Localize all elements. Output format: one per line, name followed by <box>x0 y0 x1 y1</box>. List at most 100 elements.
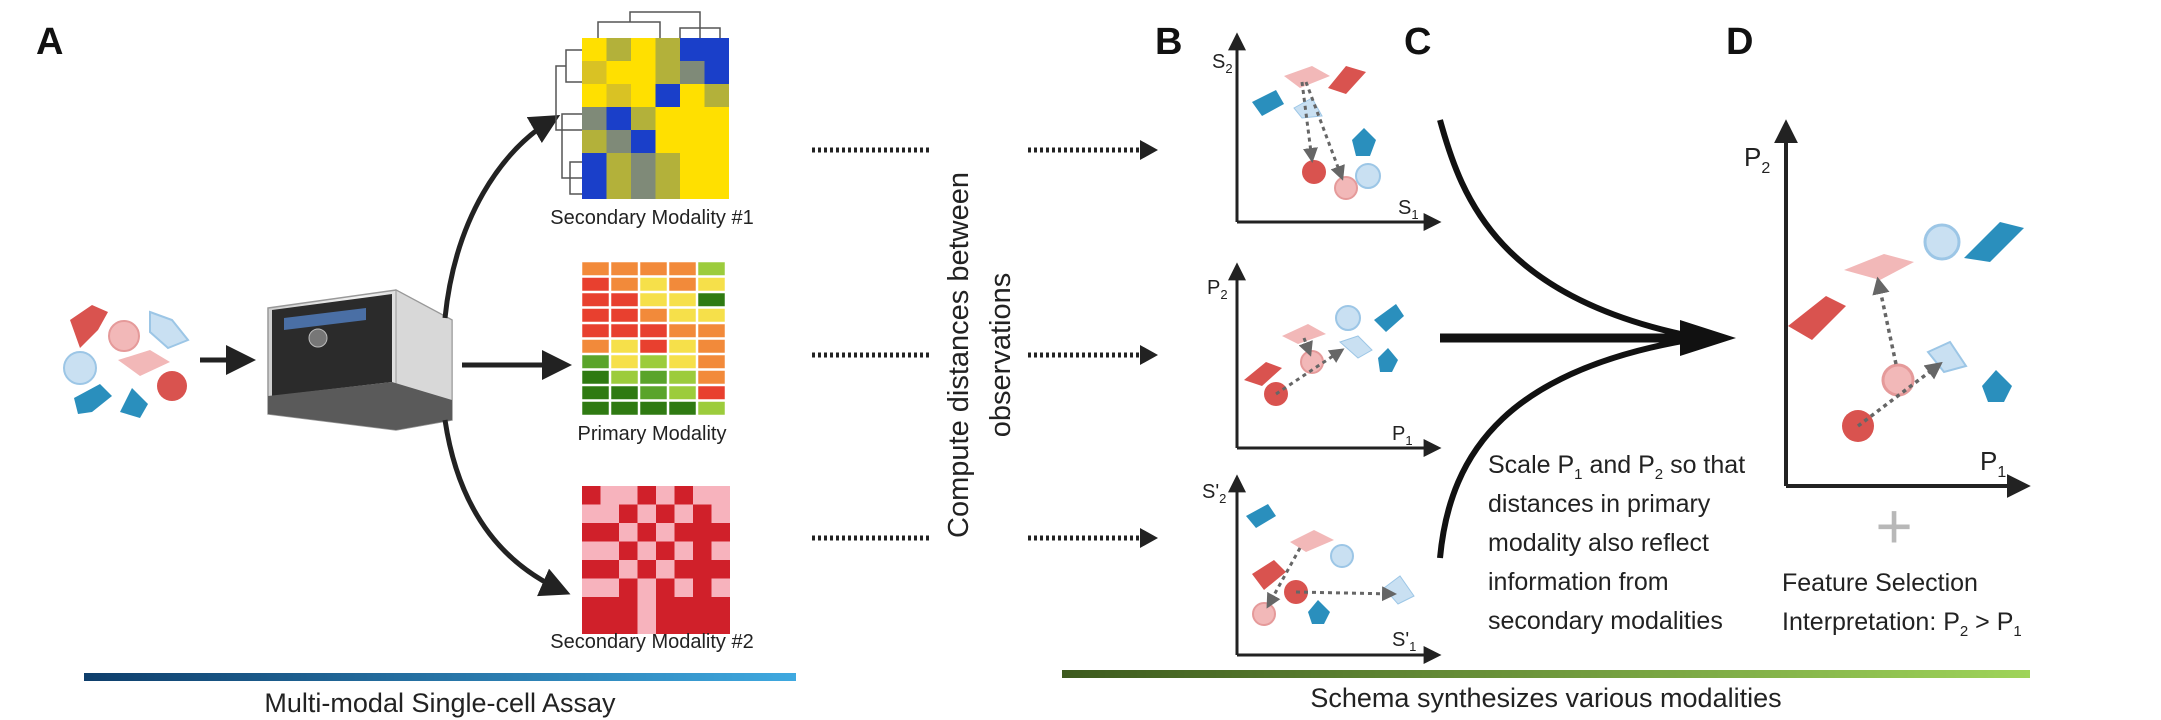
dotted-arrows-right <box>1028 140 1158 548</box>
heatmap-cell <box>711 523 730 542</box>
heatmap-cell <box>637 615 656 634</box>
pink-round-cell-icon <box>1334 176 1358 200</box>
heatmap-cell <box>600 486 619 505</box>
heatmap-cell <box>610 339 639 354</box>
heatmap-cell <box>655 176 680 199</box>
heatmap-cell <box>581 308 610 323</box>
heatmap-cell <box>581 339 610 354</box>
heatmap-cell <box>631 107 656 130</box>
heatmap-cell <box>582 560 601 579</box>
heatmap-cell <box>639 308 668 323</box>
input-cell-cluster <box>63 305 190 418</box>
heatmap-cell <box>668 292 697 307</box>
merge-arrow <box>1437 119 1736 559</box>
heatmap-cell <box>704 61 729 84</box>
heatmap-cell <box>600 504 619 523</box>
heatmap-cell <box>674 597 693 616</box>
heatmap-cell <box>610 308 639 323</box>
blue-cell-icon <box>74 384 112 414</box>
heatmap-cell <box>582 541 601 560</box>
heatmap-cell <box>581 370 610 385</box>
heatmap-cell <box>693 523 712 542</box>
heatmap-cell <box>619 523 638 542</box>
pink-spindle-cell-icon <box>118 350 170 376</box>
heatmap-cell <box>697 323 726 338</box>
heatmap-cell <box>600 615 619 634</box>
heatmap-cell <box>668 385 697 400</box>
compute-distances-text: Compute distances between observations <box>943 172 1017 538</box>
heatmap-cell <box>582 153 607 176</box>
heatmap-cell <box>606 84 631 107</box>
blue-triangle-cell-icon <box>1378 348 1398 372</box>
heatmap-cell <box>674 541 693 560</box>
pink-round-cell-icon <box>1881 363 1915 397</box>
heatmap-cell <box>693 578 712 597</box>
heatmap-cell <box>711 615 730 634</box>
s-prime-x-axis-label: S'1 <box>1392 629 1416 654</box>
blue-triangle-cell-icon <box>1982 370 2012 402</box>
secondary1-label: Secondary Modality #1 <box>550 207 753 229</box>
heatmap-cell <box>668 339 697 354</box>
heatmap-cell <box>639 292 668 307</box>
heatmap-cell <box>711 597 730 616</box>
heatmap-cell <box>655 61 680 84</box>
heatmap-cell <box>582 61 607 84</box>
panel-label-d: D <box>1726 21 1753 63</box>
heatmap-cell <box>674 615 693 634</box>
plot-p-space: P2 P1 <box>1207 262 1442 457</box>
light-blue-round-cell-icon <box>1330 544 1354 568</box>
blue-cell-icon <box>1252 90 1284 116</box>
light-blue-round-cell-icon <box>63 351 97 385</box>
compute-line1: Compute distances between <box>943 172 975 538</box>
heatmap-cell <box>619 560 638 579</box>
primary-heatmap <box>581 261 726 416</box>
heatmap-cell <box>619 597 638 616</box>
red-cell-icon <box>1252 560 1286 590</box>
heatmap-cell <box>704 153 729 176</box>
heatmap-cell <box>668 261 697 276</box>
heatmap-cell <box>637 523 656 542</box>
secondary1-dendrogram <box>555 11 721 195</box>
secondary2-heatmap <box>582 486 730 634</box>
light-blue-round-cell-icon <box>1923 223 1961 261</box>
arrow-to-secondary1 <box>442 114 561 319</box>
heatmap-cell <box>674 504 693 523</box>
blue-triangle-cell-icon <box>1308 600 1330 624</box>
heatmap-cell <box>610 277 639 292</box>
heatmap-cell <box>693 615 712 634</box>
heatmap-cell <box>656 578 675 597</box>
heatmap-cell <box>581 401 610 416</box>
heatmap-cell <box>680 130 705 153</box>
heatmap-cell <box>637 597 656 616</box>
heatmap-cell <box>581 385 610 400</box>
heatmap-cell <box>610 354 639 369</box>
heatmap-cell <box>600 578 619 597</box>
heatmap-cell <box>606 130 631 153</box>
scale-line2: distances in primary <box>1488 490 1711 518</box>
heatmap-cell <box>582 107 607 130</box>
heatmap-cell <box>711 560 730 579</box>
pink-round-cell-icon <box>1252 602 1276 626</box>
secondary2-label: Secondary Modality #2 <box>550 631 753 653</box>
light-blue-cell-icon <box>1383 575 1415 605</box>
plot-s-space: S2 S1 <box>1212 32 1442 231</box>
heatmap-cell <box>693 541 712 560</box>
scale-line5: secondary modalities <box>1488 607 1723 635</box>
blue-cell-icon <box>1246 504 1276 528</box>
scale-line3: modality also reflect <box>1488 529 1709 557</box>
heatmap-cell <box>680 38 705 61</box>
heatmap-cell <box>581 277 610 292</box>
blue-triangle-cell-icon <box>120 388 148 418</box>
primary-label: Primary Modality <box>578 423 727 445</box>
heatmap-cell <box>610 385 639 400</box>
heatmap-cell <box>697 292 726 307</box>
blue-triangle-cell-icon <box>1352 128 1376 156</box>
heatmap-cell <box>693 486 712 505</box>
heatmap-cell <box>631 84 656 107</box>
heatmap-cell <box>637 578 656 597</box>
feature-selection-label: Feature Selection <box>1782 569 1978 597</box>
heatmap-cell <box>711 578 730 597</box>
heatmap-cell <box>639 370 668 385</box>
blue-cell-icon <box>1374 304 1404 332</box>
heatmap-cell <box>610 401 639 416</box>
